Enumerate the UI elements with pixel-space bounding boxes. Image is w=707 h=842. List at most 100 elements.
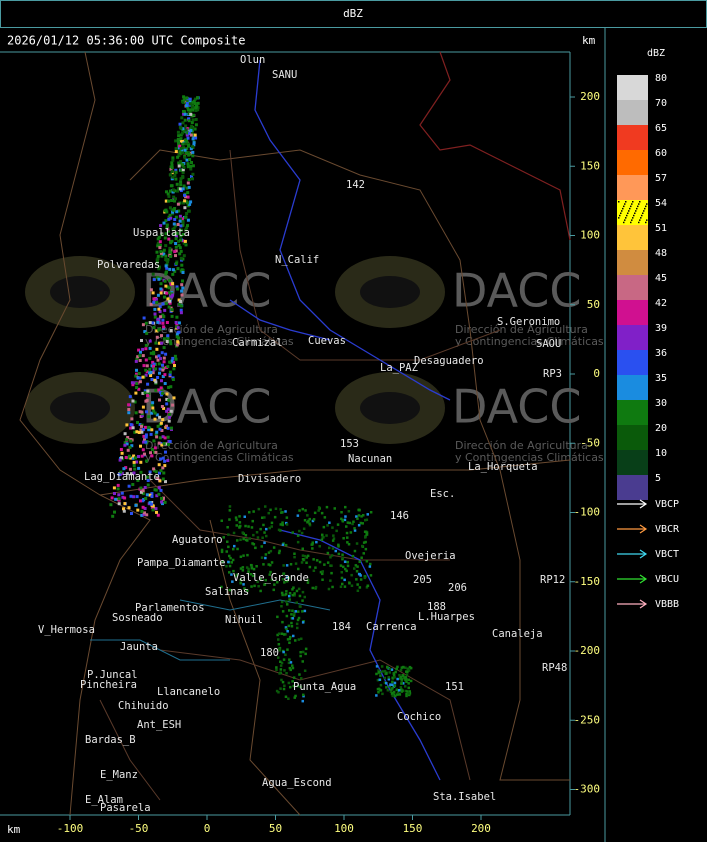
echo (392, 690, 396, 694)
echo (140, 339, 143, 342)
legend-swatch (617, 450, 648, 475)
echo (244, 534, 248, 537)
legend-level: 30 (655, 398, 667, 409)
echo (265, 527, 268, 531)
echo (134, 411, 138, 415)
echo (397, 692, 401, 696)
echo (291, 680, 294, 683)
echo (151, 401, 155, 405)
echo (161, 477, 165, 481)
echo (301, 507, 304, 511)
echo (171, 272, 175, 276)
echo (259, 527, 262, 531)
echo (228, 518, 231, 521)
echo (162, 248, 166, 252)
swatch-dot (621, 210, 623, 212)
echo (189, 133, 193, 137)
place-label: Canaleja (492, 628, 543, 640)
echo (167, 419, 171, 423)
echo (406, 670, 409, 674)
echo (243, 587, 246, 590)
echo (156, 293, 160, 297)
echo (355, 578, 358, 581)
echo (283, 684, 286, 687)
echo (161, 375, 165, 378)
echo (179, 304, 183, 308)
echo (319, 570, 323, 574)
echo (157, 277, 161, 281)
echo (375, 672, 378, 676)
echo (173, 354, 177, 358)
echo (391, 691, 394, 695)
echo (140, 430, 144, 434)
echo (167, 385, 171, 389)
echo (162, 221, 166, 225)
echo (171, 158, 175, 162)
echo (168, 373, 172, 377)
echo (230, 573, 233, 576)
echo (149, 451, 152, 455)
echo (123, 441, 127, 445)
place-label: Desaguadero (414, 355, 484, 367)
echo (300, 561, 304, 564)
echo (169, 342, 173, 346)
echo (311, 541, 314, 544)
echo (305, 556, 308, 559)
echo (306, 578, 310, 582)
echo (351, 522, 354, 526)
echo (120, 451, 124, 455)
echo (150, 495, 154, 498)
place-label: Nacunan (348, 453, 392, 465)
echo (232, 531, 236, 535)
swatch-dot (631, 203, 633, 205)
echo (340, 571, 343, 574)
echo (285, 672, 288, 675)
echo (341, 556, 345, 560)
echo (389, 690, 393, 693)
watermark-line: y Contingencias Climáticas (145, 451, 294, 464)
echo (138, 376, 142, 380)
echo (179, 146, 183, 150)
echo (290, 625, 294, 628)
echo (170, 170, 174, 174)
echo (265, 534, 268, 538)
echo (192, 143, 196, 147)
echo (159, 457, 163, 461)
y-tick-label: 50 (587, 298, 600, 311)
echo (178, 187, 182, 191)
echo (165, 424, 168, 428)
echo (174, 168, 178, 172)
place-label: Aguatoro (172, 534, 223, 546)
echo (163, 236, 167, 240)
echo (171, 156, 175, 160)
echo (298, 605, 302, 608)
echo (288, 598, 291, 601)
echo (117, 493, 121, 497)
echo (241, 531, 244, 534)
echo (321, 535, 324, 539)
echo (188, 132, 191, 136)
echo (387, 678, 391, 681)
legend-level: 65 (655, 123, 667, 134)
echo (285, 516, 289, 519)
echo (125, 423, 129, 427)
echo (261, 516, 264, 519)
echo (142, 316, 146, 320)
echo (285, 614, 289, 618)
echo (152, 297, 156, 301)
echo (357, 514, 361, 517)
y-tick-label: -100 (574, 506, 601, 519)
echo (281, 523, 284, 527)
echo (166, 297, 170, 301)
echo (130, 472, 133, 476)
echo (284, 510, 287, 513)
echo (196, 96, 199, 100)
echo (183, 199, 187, 203)
echo (152, 278, 156, 282)
echo (172, 222, 176, 226)
echo (168, 278, 172, 282)
echo (165, 397, 169, 401)
echo (280, 678, 283, 682)
echo (366, 513, 369, 516)
echo (160, 341, 164, 345)
